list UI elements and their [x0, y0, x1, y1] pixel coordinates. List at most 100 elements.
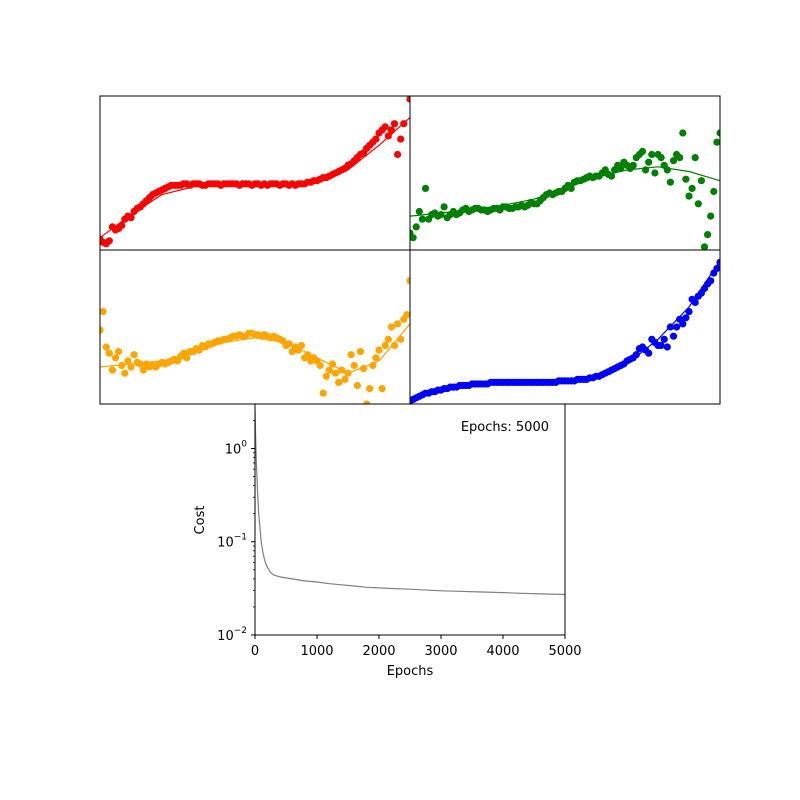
data-point — [384, 132, 392, 140]
panel_orange-marks — [100, 277, 410, 404]
data-point — [679, 129, 687, 137]
data-point — [651, 169, 659, 177]
cost-curve — [255, 409, 565, 596]
x-tick-label: 2000 — [362, 644, 395, 659]
x-tick-label: 0 — [251, 644, 259, 659]
data-point — [115, 348, 123, 356]
data-point — [403, 311, 410, 319]
data-point — [100, 326, 104, 334]
data-point — [335, 378, 343, 386]
data-point — [660, 335, 668, 343]
data-point — [688, 184, 696, 192]
data-point — [691, 154, 699, 162]
data-point — [669, 157, 678, 165]
panel_green-marks — [410, 129, 720, 250]
data-point — [356, 348, 364, 356]
data-point — [297, 341, 306, 350]
data-point — [350, 361, 358, 370]
data-point — [139, 366, 147, 374]
data-point — [124, 357, 132, 365]
panel_blue-marks — [410, 258, 720, 404]
data-point — [716, 258, 720, 266]
data-point — [642, 166, 650, 174]
cost-x-axis-label: Epochs — [387, 664, 434, 679]
data-point — [400, 120, 408, 128]
cost-plot-area — [254, 403, 566, 636]
data-point — [710, 187, 718, 196]
data-point — [130, 351, 138, 359]
data-point — [375, 346, 383, 354]
data-point — [673, 323, 681, 331]
fit-panel-blue — [409, 249, 721, 405]
data-point — [359, 365, 368, 373]
data-point — [707, 212, 715, 220]
data-point — [694, 200, 702, 208]
data-point — [183, 354, 191, 362]
data-point — [105, 237, 113, 245]
data-point — [347, 351, 355, 359]
data-point — [632, 351, 640, 359]
data-point — [707, 277, 715, 285]
data-point — [421, 184, 430, 192]
data-point — [676, 154, 684, 162]
x-tick-label: 4000 — [486, 644, 519, 659]
data-point — [378, 385, 386, 393]
data-point — [285, 340, 293, 348]
data-point — [338, 366, 346, 374]
data-point — [121, 369, 129, 377]
data-point — [663, 166, 671, 174]
data-point — [387, 323, 395, 331]
data-point — [372, 135, 380, 143]
data-point — [316, 361, 324, 370]
data-point — [384, 335, 392, 343]
data-point — [682, 314, 690, 322]
data-point — [325, 366, 333, 374]
data-point — [418, 215, 426, 223]
data-point — [679, 320, 687, 328]
fit-panel-green — [409, 95, 721, 251]
data-point — [102, 343, 110, 351]
cost-x-ticks: 0 1000 2000 3000 4000 5000 — [251, 635, 582, 659]
data-point — [332, 369, 340, 377]
data-point — [697, 177, 706, 185]
data-point — [669, 332, 678, 340]
data-point — [685, 192, 693, 200]
data-point — [567, 184, 575, 192]
data-point — [390, 341, 399, 350]
data-point — [700, 243, 709, 250]
data-point — [713, 264, 720, 273]
data-point — [406, 96, 410, 103]
data-point — [353, 381, 361, 390]
data-point — [666, 178, 675, 186]
data-point — [136, 360, 144, 368]
data-point — [607, 172, 616, 180]
data-point — [406, 277, 410, 285]
data-point — [638, 147, 647, 155]
data-point — [381, 123, 389, 131]
data-point — [394, 150, 402, 159]
x-tick-label: 5000 — [548, 644, 581, 659]
data-point — [319, 389, 327, 397]
data-point — [716, 129, 720, 137]
data-point — [691, 298, 699, 306]
data-point — [372, 354, 380, 362]
cost-y-axis-label: Cost — [193, 506, 208, 535]
data-point — [713, 138, 720, 146]
x-tick-label: 3000 — [424, 644, 457, 659]
data-point — [341, 375, 349, 383]
data-point — [108, 366, 116, 374]
data-point — [666, 323, 675, 331]
data-point — [685, 308, 693, 316]
data-point — [369, 361, 377, 370]
epochs-annotation: Epochs: 5000 — [461, 420, 549, 435]
data-point — [390, 120, 399, 128]
data-point — [118, 221, 126, 229]
data-point — [440, 203, 448, 211]
data-point — [657, 154, 665, 162]
data-point — [397, 335, 405, 343]
fit-panel-red — [99, 95, 411, 251]
data-point — [394, 320, 402, 328]
